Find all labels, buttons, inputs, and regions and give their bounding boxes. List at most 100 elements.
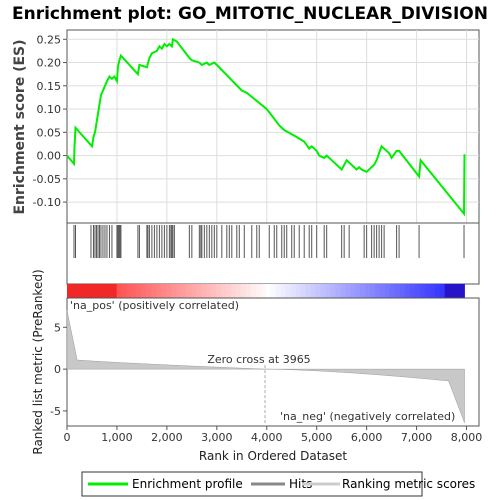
chart-title: Enrichment plot: GO_MITOTIC_NUCLEAR_DIVI… [12,4,488,24]
heatmap-cell [201,284,206,298]
heatmap-cell [132,284,137,298]
heatmap-cell [301,284,306,298]
x-axis-label: Rank in Ordered Dataset [199,449,347,463]
heatmap-cell [425,284,430,298]
heatmap-cell [196,284,201,298]
hits-plot-area [67,223,479,284]
negative-correlation-annotation: 'na_neg' (negatively correlated) [280,410,455,423]
es-y-tick-label: 0.00 [37,150,62,163]
heatmap-cell [385,284,390,298]
heatmap-cell [310,284,315,298]
legend: Enrichment profile Hits Ranking metric s… [82,472,475,496]
es-y-tick-label: 0.05 [37,126,62,139]
heatmap-cell [271,284,276,298]
heatmap-cell [405,284,410,298]
heatmap-cell [231,284,236,298]
heatmap-cell [261,284,266,298]
heatmap-cell [286,284,291,298]
heatmap-cell [365,284,370,298]
heatmap-cell [335,284,340,298]
heatmap-cell [117,284,122,298]
heatmap-cell [181,284,186,298]
es-y-tick-label: 0.15 [37,80,62,93]
heatmap-cell [206,284,211,298]
x-tick-label: 5,000 [301,431,333,444]
heatmap-cell [330,284,335,298]
metric-y-tick-label: 0 [54,363,61,376]
x-tick-label: 2,000 [151,431,183,444]
heatmap-cell [455,284,460,298]
heatmap-cell [127,284,132,298]
heatmap-cell [345,284,350,298]
heatmap-cell [156,284,161,298]
heatmap-cell [281,284,286,298]
metric-y-tick-label: 5 [54,321,61,334]
heatmap-cell [415,284,420,298]
heatmap-cell [82,284,87,298]
heatmap-cell [251,284,256,298]
heatmap-cell [171,284,176,298]
heatmap-cell [236,284,241,298]
heatmap-cell [375,284,380,298]
heatmap-cell [142,284,147,298]
heatmap-cell [246,284,251,298]
legend-label-ranking-metric: Ranking metric scores [342,477,475,491]
heatmap-cell [390,284,395,298]
heatmap-cell [355,284,360,298]
heatmap-cell [400,284,405,298]
heatmap-cell [216,284,221,298]
heatmap-cell [435,284,440,298]
heatmap-cell [360,284,365,298]
x-tick-label: 4,000 [251,431,283,444]
heatmap-cell [67,284,72,298]
heatmap-cell [191,284,196,298]
x-tick-label: 7,000 [401,431,433,444]
es-y-ticks: 0.250.200.150.100.050.00-0.05-0.10 [33,33,67,209]
rank-heatmap-strip [67,284,465,298]
heatmap-cell [107,284,112,298]
heatmap-cell [102,284,107,298]
hits-panel [67,223,479,284]
heatmap-cell [151,284,156,298]
heatmap-cell [450,284,455,298]
x-tick-label: 1,000 [101,431,133,444]
es-y-axis-label: Enrichment score (ES) [12,39,28,214]
heatmap-cell [266,284,271,298]
heatmap-cell [350,284,355,298]
heatmap-cell [410,284,415,298]
heatmap-cell [166,284,171,298]
es-y-tick-label: -0.05 [33,173,61,186]
heatmap-cell [87,284,92,298]
heatmap-cell [276,284,281,298]
heatmap-cell [380,284,385,298]
heatmap-cell [241,284,246,298]
heatmap-cell [325,284,330,298]
heatmap-cell [445,284,450,298]
heatmap-cell [176,284,181,298]
heatmap-cell [440,284,445,298]
heatmap-cell [161,284,166,298]
zero-cross-annotation: Zero cross at 3965 [207,353,310,366]
heatmap-cell [315,284,320,298]
heatmap-cell [296,284,301,298]
x-tick-label: 8,000 [451,431,483,444]
heatmap-cell [320,284,325,298]
metric-y-tick-label: -5 [50,405,61,418]
heatmap-cell [211,284,216,298]
positive-correlation-annotation: 'na_pos' (positively correlated) [70,299,239,312]
es-plot-area [67,30,479,223]
es-y-tick-label: 0.20 [37,57,62,70]
es-y-tick-label: -0.10 [33,196,61,209]
heatmap-cell [395,284,400,298]
heatmap-cell [430,284,435,298]
heatmap-cell [226,284,231,298]
heatmap-cell [420,284,425,298]
es-y-tick-label: 0.10 [37,103,62,116]
heatmap-cell [77,284,82,298]
metric-y-axis-label: Ranked list metric (PreRanked) [31,269,45,454]
heatmap-cell [340,284,345,298]
heatmap-cell [186,284,191,298]
heatmap-cell [291,284,296,298]
heatmap-cell [72,284,77,298]
